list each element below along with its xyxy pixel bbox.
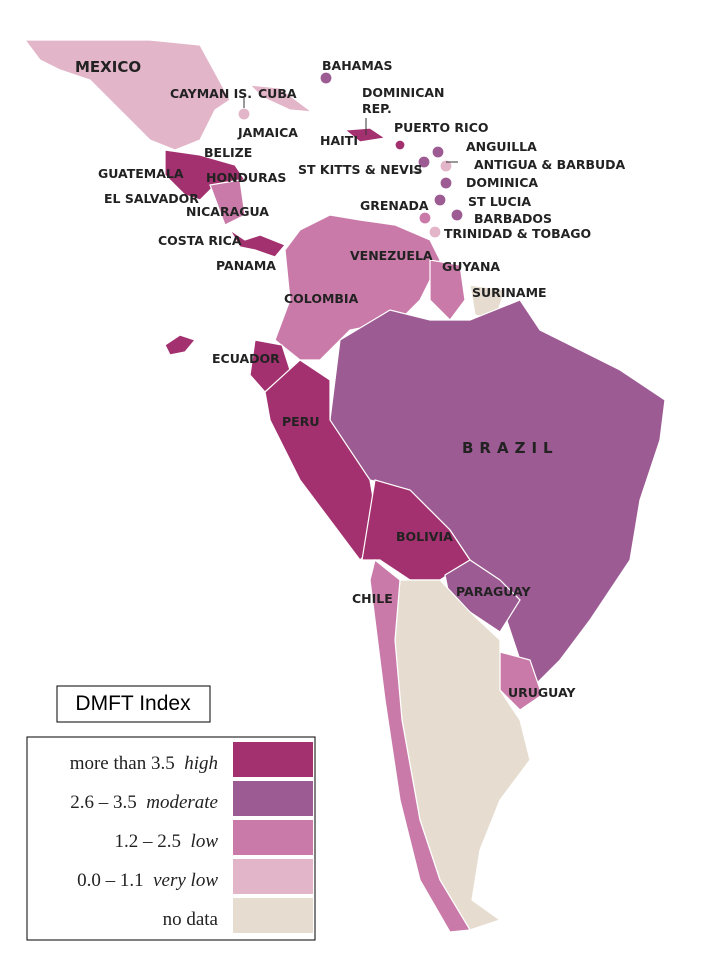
legend-range: no data — [163, 909, 219, 930]
country-label: VENEZUELA — [350, 248, 433, 263]
mexico — [23, 39, 231, 151]
country-label: GRENADA — [360, 198, 429, 213]
country-label: BAHAMAS — [322, 58, 392, 73]
country-label: GUATEMALA — [98, 166, 184, 181]
country-label: DOMINICA — [466, 175, 538, 190]
country-label: CUBA — [258, 86, 297, 101]
country-label: ECUADOR — [212, 351, 280, 366]
country-label: DOMINICAN — [362, 85, 445, 100]
legend-swatch — [233, 898, 313, 933]
legend-level: moderate — [146, 792, 218, 813]
legend-range: 0.0 – 1.1 — [77, 870, 153, 891]
legend-swatch — [233, 742, 313, 777]
country-label: EL SALVADOR — [104, 191, 199, 206]
cuba — [248, 84, 315, 113]
country-label: COLOMBIA — [284, 291, 359, 306]
nicaragua — [209, 179, 246, 226]
island — [237, 107, 251, 121]
legend-swatch — [233, 781, 313, 816]
legend-level: high — [184, 753, 218, 774]
legend-range: 2.6 – 3.5 — [70, 792, 146, 813]
legend-label: more than 3.5 high — [70, 753, 218, 774]
chile — [369, 558, 472, 933]
island — [450, 208, 464, 222]
country-label: ANTIGUA & BARBUDA — [474, 157, 625, 172]
hispaniola — [343, 127, 387, 143]
legend-title-box — [56, 685, 211, 723]
legend-title: DMFT Index — [75, 692, 191, 715]
island — [417, 155, 431, 169]
legend: DMFT Index more than 3.5 high 2.6 – 3.5 m… — [26, 685, 316, 941]
colombia-venezuela — [274, 214, 441, 361]
legend-range: 1.2 – 2.5 — [115, 831, 191, 852]
island — [428, 225, 442, 239]
country-labels: MEXICO BAHAMAS CAYMAN IS. CUBA DOMINICAN… — [75, 58, 625, 700]
legend-level: low — [191, 831, 219, 852]
legend-label: no data — [163, 909, 219, 930]
costa-rica-panama — [229, 229, 286, 258]
legend-label: 1.2 – 2.5 low — [115, 831, 219, 852]
legend-range: more than 3.5 — [70, 753, 185, 774]
legend-level: very low — [153, 870, 218, 891]
country-label: SURINAME — [472, 285, 547, 300]
country-label: NICARAGUA — [186, 204, 269, 219]
country-label: BOLIVIA — [396, 529, 453, 544]
country-label: PANAMA — [216, 258, 276, 273]
argentina — [394, 579, 531, 931]
country-label: JAMAICA — [237, 125, 298, 140]
country-label: MEXICO — [75, 58, 141, 76]
country-label: CAYMAN IS. — [170, 86, 252, 101]
country-label: BARBADOS — [474, 211, 552, 226]
country-label: GUYANA — [442, 259, 500, 274]
island — [439, 176, 453, 190]
guyana — [429, 259, 466, 321]
legend-label: 2.6 – 3.5 moderate — [70, 792, 218, 813]
legend-label: 0.0 – 1.1 very low — [77, 870, 218, 891]
country-label: PERU — [282, 414, 319, 429]
country-label: ST LUCIA — [468, 194, 531, 209]
country-label: ANGUILLA — [466, 139, 537, 154]
country-label: ST KITTS & NEVIS — [298, 162, 423, 177]
country-label: COSTA RICA — [158, 233, 242, 248]
country-label: TRINIDAD & TOBAGO — [444, 226, 591, 241]
island — [394, 139, 406, 151]
island — [431, 145, 445, 159]
island — [319, 71, 333, 85]
country-label: PUERTO RICO — [394, 120, 489, 135]
country-label: BELIZE — [204, 145, 252, 160]
island — [433, 193, 447, 207]
country-label: HONDURAS — [206, 170, 286, 185]
galapagos — [164, 334, 197, 356]
leader-lines — [243, 98, 458, 173]
country-label: URUGUAY — [508, 685, 576, 700]
country-label: REP. — [362, 101, 392, 116]
legend-swatch — [233, 859, 313, 894]
legend-rows: more than 3.5 high 2.6 – 3.5 moderate 1.2 … — [70, 742, 313, 933]
country-label: HAITI — [320, 133, 358, 148]
island — [439, 159, 453, 173]
land-shapes — [23, 39, 666, 933]
country-label: PARAGUAY — [456, 584, 531, 599]
country-label: BRAZIL — [462, 439, 559, 457]
legend-swatch — [233, 820, 313, 855]
island — [418, 211, 432, 225]
country-label: CHILE — [352, 591, 393, 606]
